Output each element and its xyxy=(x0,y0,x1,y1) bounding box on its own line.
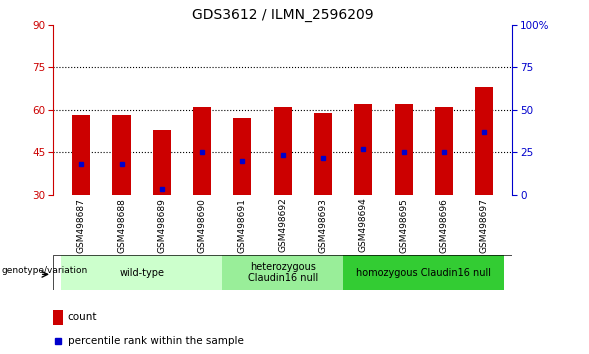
Text: GSM498697: GSM498697 xyxy=(479,198,489,253)
Bar xyxy=(395,104,413,195)
Text: GSM498694: GSM498694 xyxy=(359,198,368,252)
Text: genotype/variation: genotype/variation xyxy=(1,266,87,275)
Bar xyxy=(112,115,131,195)
Bar xyxy=(72,115,90,195)
Text: homozygous Claudin16 null: homozygous Claudin16 null xyxy=(356,268,491,278)
Bar xyxy=(193,107,211,195)
Text: count: count xyxy=(68,312,97,322)
Bar xyxy=(314,113,332,195)
Bar xyxy=(343,255,504,290)
Bar xyxy=(354,104,372,195)
Text: percentile rank within the sample: percentile rank within the sample xyxy=(68,336,244,346)
Bar xyxy=(222,255,343,290)
Text: wild-type: wild-type xyxy=(119,268,164,278)
Bar xyxy=(274,107,292,195)
Bar xyxy=(61,255,222,290)
Text: GSM498691: GSM498691 xyxy=(238,198,247,253)
Bar xyxy=(233,118,252,195)
Text: GSM498689: GSM498689 xyxy=(157,198,166,253)
Text: GSM498696: GSM498696 xyxy=(439,198,448,253)
Title: GDS3612 / ILMN_2596209: GDS3612 / ILMN_2596209 xyxy=(192,8,373,22)
Text: GSM498692: GSM498692 xyxy=(278,198,287,252)
Text: GSM498688: GSM498688 xyxy=(117,198,126,253)
Bar xyxy=(153,130,171,195)
Text: GSM498690: GSM498690 xyxy=(198,198,207,253)
Bar xyxy=(53,310,63,325)
Text: GSM498687: GSM498687 xyxy=(77,198,86,253)
Bar xyxy=(435,107,453,195)
Bar xyxy=(475,87,494,195)
Text: heterozygous
Claudin16 null: heterozygous Claudin16 null xyxy=(247,262,318,284)
Text: GSM498695: GSM498695 xyxy=(399,198,408,253)
Text: GSM498693: GSM498693 xyxy=(319,198,327,253)
